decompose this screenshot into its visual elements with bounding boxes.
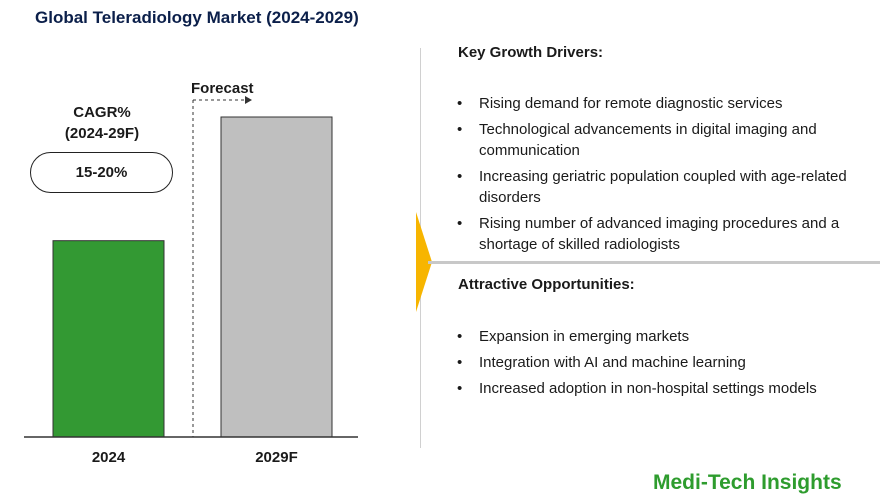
x-tick-label: 2024 [92,449,126,466]
attractive-opportunities-title: Attractive Opportunities: [458,276,635,293]
list-item: Technological advancements in digital im… [455,119,875,161]
list-item: Expansion in emerging markets [455,326,875,347]
list-item: Rising demand for remote diagnostic serv… [455,93,875,114]
cagr-label: CAGR% (2024-29F) [50,102,154,144]
list-item: Rising number of advanced imaging proced… [455,213,875,255]
key-growth-drivers-title: Key Growth Drivers: [458,44,604,61]
list-item: Increased adoption in non-hospital setti… [455,378,875,399]
forecast-arrow-icon [245,96,252,104]
x-tick-label: 2029F [255,449,298,466]
list-item: Integration with AI and machine learning [455,352,875,373]
key-growth-drivers-list: Rising demand for remote diagnostic serv… [455,93,875,260]
forecast-label: Forecast [191,80,254,97]
cagr-value-badge: 15-20% [30,152,173,193]
arrow-right-icon [416,212,432,312]
cagr-label-line2: (2024-29F) [64,125,140,142]
brand-logo: Medi-Tech Insights [653,471,842,494]
divider-horizontal [428,261,880,264]
bar-2024 [52,240,165,438]
attractive-opportunities-list: Expansion in emerging markets Integratio… [455,326,875,404]
list-item: Increasing geriatric population coupled … [455,166,875,208]
bar-2029F [220,116,333,438]
bar-chart: 2024 2029F [24,96,358,466]
cagr-label-line1: CAGR% [73,104,131,121]
chart-title: Global Teleradiology Market (2024-2029) [35,8,359,27]
